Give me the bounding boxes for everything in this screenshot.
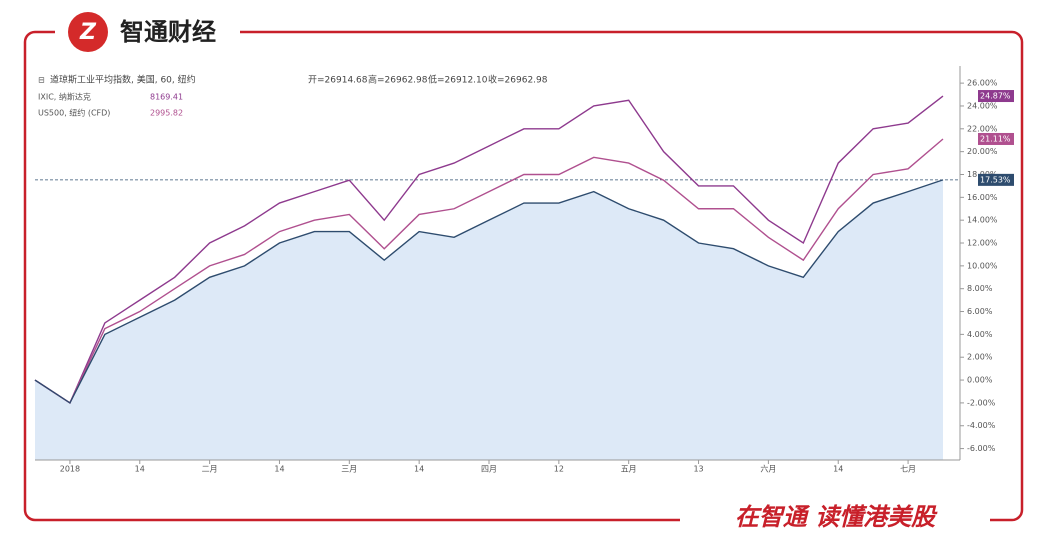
x-tick-label: 13 bbox=[693, 465, 703, 474]
y-tick-label: 2.00% bbox=[967, 353, 993, 362]
end-label: 24.87% bbox=[980, 92, 1011, 101]
x-tick-label: 2018 bbox=[60, 465, 80, 474]
x-tick-label: 三月 bbox=[341, 465, 357, 474]
line bbox=[34, 179, 944, 404]
y-tick-label: 26.00% bbox=[967, 79, 998, 88]
y-tick-label: 20.00% bbox=[967, 147, 998, 156]
slogan: 在智通 读懂港美股 bbox=[735, 503, 938, 531]
quote: 开=26914.68 bbox=[308, 75, 368, 86]
y-tick-label: -4.00% bbox=[967, 421, 996, 430]
y-tick-label: 22.00% bbox=[967, 124, 998, 133]
y-tick-label: 24.00% bbox=[967, 101, 998, 110]
x-tick-label: 14 bbox=[135, 465, 145, 474]
y-tick-label: 10.00% bbox=[967, 261, 998, 270]
x-tick-label: 五月 bbox=[621, 465, 637, 474]
brand-name: 智通财经 bbox=[120, 18, 216, 46]
logo-mark: Z bbox=[79, 20, 97, 45]
footer-bg bbox=[680, 500, 990, 536]
quote: 高=26962.98 bbox=[368, 74, 428, 86]
end-label: 21.11% bbox=[980, 134, 1011, 143]
legend-entry: US500, 纽约 (CFD) bbox=[38, 108, 110, 118]
collapse-icon: ⊟ bbox=[38, 76, 45, 85]
end-label-bg bbox=[978, 173, 1014, 186]
x-tick-label: 14 bbox=[414, 465, 424, 474]
legend-last: 2995.82 bbox=[150, 109, 183, 118]
line bbox=[34, 138, 944, 404]
y-tick-label: -2.00% bbox=[967, 398, 996, 407]
y-tick-label: -6.00% bbox=[967, 444, 996, 453]
quote: 收=26962.98 bbox=[488, 74, 548, 86]
y-tick-label: 14.00% bbox=[967, 216, 998, 225]
logo bbox=[68, 12, 108, 52]
line bbox=[34, 95, 944, 404]
chart: Investing.com26.00%24.00%22.00%20.00%18.… bbox=[34, 74, 1014, 474]
quote: 低=26912.10 bbox=[428, 74, 488, 86]
end-label: 17.53% bbox=[980, 175, 1011, 184]
x-tick-label: 12 bbox=[554, 465, 564, 474]
x-tick-label: 七月 bbox=[900, 465, 916, 474]
y-tick-label: 4.00% bbox=[967, 330, 993, 339]
end-label-bg bbox=[978, 132, 1014, 145]
x-tick-label: 六月 bbox=[760, 464, 776, 474]
y-tick-label: 12.00% bbox=[967, 239, 998, 248]
y-tick-label: 6.00% bbox=[967, 307, 993, 316]
x-tick-label: 14 bbox=[274, 465, 284, 474]
x-tick-label: 14 bbox=[833, 465, 843, 474]
area bbox=[35, 179, 943, 460]
x-tick-label: 二月 bbox=[202, 465, 218, 474]
legend-title: 道琼斯工业平均指数, 美国, 60, 纽约 bbox=[50, 74, 196, 86]
y-tick-label: 16.00% bbox=[967, 193, 998, 202]
frame bbox=[23, 30, 1024, 522]
y-tick-label: 0.00% bbox=[967, 376, 993, 385]
legend-last: 8169.41 bbox=[150, 93, 183, 102]
x-tick-label: 四月 bbox=[481, 465, 497, 474]
end-label-bg bbox=[978, 90, 1014, 103]
y-tick-label: 8.00% bbox=[967, 284, 993, 293]
legend-entry: IXIC, 纳斯达克 bbox=[38, 92, 91, 102]
